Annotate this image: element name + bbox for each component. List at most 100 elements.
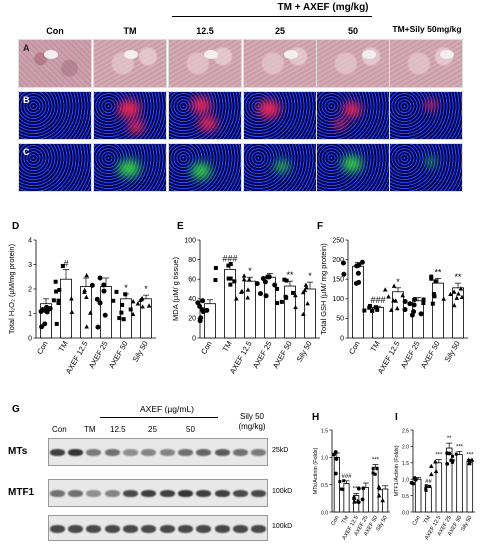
central-vein (124, 50, 138, 59)
y-axis-label-E: MDA (µM/ g tissue) (171, 257, 180, 321)
data-point-I (429, 471, 434, 477)
red-fluorescence-stain (190, 96, 211, 113)
bar-D-5 (140, 298, 152, 339)
micrograph-a-1 (93, 39, 167, 88)
protein-band (86, 524, 102, 533)
data-point-H (360, 497, 365, 502)
data-point-I (469, 457, 475, 462)
row-label-a: A (23, 43, 30, 53)
protein-band (214, 524, 230, 533)
data-point-F (386, 294, 391, 299)
data-point-D (101, 288, 107, 294)
data-point-F (451, 289, 457, 294)
green-fluorescence-stain (274, 160, 289, 173)
micrograph-b-3 (243, 91, 317, 140)
y-tick-label-D: 4 (28, 237, 32, 244)
y-tick-label-I: 1.5 (402, 461, 409, 467)
significance-mark-E: * (308, 271, 312, 281)
significance-mark-F: * (396, 277, 400, 287)
data-point-D (82, 289, 87, 294)
bar-H-1 (343, 483, 350, 513)
y-tick-label-I: 1.0 (402, 478, 409, 484)
data-point-D (57, 287, 62, 292)
x-tick-label-D: Con (35, 340, 50, 356)
data-point-E (282, 277, 287, 282)
data-point-H (332, 452, 336, 457)
data-point-F (391, 283, 397, 288)
data-point-F (411, 302, 417, 308)
column-header-1: TM (123, 26, 137, 36)
y-tick-label-H: 1.5 (321, 428, 328, 434)
data-point-E (304, 285, 309, 290)
red-fluorescence-stain (118, 100, 141, 119)
data-point-I (411, 481, 416, 486)
protein-band (67, 448, 84, 456)
y-tick-label-I: 2.0 (402, 445, 409, 451)
micrograph-b-4 (316, 91, 390, 140)
data-point-D (51, 298, 56, 303)
protein-band (196, 489, 212, 497)
y-tick-label-F: 200 (332, 257, 344, 264)
data-point-D (111, 298, 116, 303)
data-point-D (40, 307, 46, 313)
group-bracket (172, 16, 372, 17)
axef-group-bracket (100, 417, 218, 418)
significance-mark-D: # (63, 258, 68, 268)
data-point-D (42, 321, 48, 327)
data-point-E (213, 278, 218, 283)
data-point-F (451, 302, 457, 308)
data-point-E (234, 296, 239, 301)
significance-mark-F: ### (370, 295, 385, 305)
data-point-D (130, 299, 136, 304)
data-point-I (413, 477, 418, 482)
data-point-F (407, 301, 413, 307)
data-point-D (97, 300, 103, 306)
y-tick-label-F: 0 (340, 335, 344, 342)
data-point-D (97, 275, 103, 281)
y-tick-label-E: 20 (188, 316, 196, 323)
data-point-H (373, 472, 377, 476)
data-point-F (441, 296, 447, 301)
x-tick-label-H: Con (330, 515, 340, 527)
y-tick-label-D: 3 (28, 262, 32, 269)
data-point-E (300, 311, 306, 317)
panel-letter-d: D (12, 221, 19, 232)
protein-band (196, 524, 212, 533)
data-point-D (102, 312, 108, 318)
micrograph-c-5 (389, 143, 463, 192)
protein-band (49, 524, 65, 533)
bar-I-2 (435, 462, 443, 513)
data-point-I (428, 463, 434, 469)
y-axis-label-H: MTs/Actinin (Folds) (313, 447, 319, 494)
x-tick-label-E: AXEF 50 (271, 340, 294, 370)
data-point-E (275, 286, 280, 291)
lane-label-1: TM (84, 425, 96, 434)
data-point-F (421, 297, 426, 302)
y-tick-label-H: 0.0 (321, 510, 328, 516)
significance-mark-E: ** (286, 270, 294, 280)
bar-I-5 (466, 460, 474, 513)
data-point-F (433, 279, 438, 284)
data-point-D (94, 296, 100, 302)
data-point-E (305, 301, 310, 306)
data-point-D (146, 303, 152, 308)
data-point-E (303, 282, 309, 287)
bar-D-3 (100, 286, 112, 339)
data-point-H (375, 467, 379, 471)
bar-F-1 (372, 307, 384, 339)
y-tick-label-F: 100 (332, 296, 344, 303)
protein-band (251, 524, 267, 533)
data-point-F (367, 303, 372, 308)
data-point-E (275, 300, 280, 305)
green-fluorescence-stain (342, 155, 363, 172)
protein-band (141, 448, 157, 456)
blot-row-label-1: MTF1 (8, 487, 35, 498)
data-point-H (333, 471, 338, 476)
significance-mark-E: ### (222, 254, 237, 264)
data-point-E (197, 318, 203, 324)
data-point-D (84, 294, 89, 300)
data-point-I (445, 461, 450, 466)
significance-mark-H: *** (353, 486, 361, 492)
data-point-F (402, 307, 408, 313)
data-point-E (263, 293, 269, 299)
